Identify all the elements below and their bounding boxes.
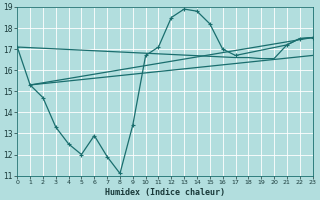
X-axis label: Humidex (Indice chaleur): Humidex (Indice chaleur)	[105, 188, 225, 197]
